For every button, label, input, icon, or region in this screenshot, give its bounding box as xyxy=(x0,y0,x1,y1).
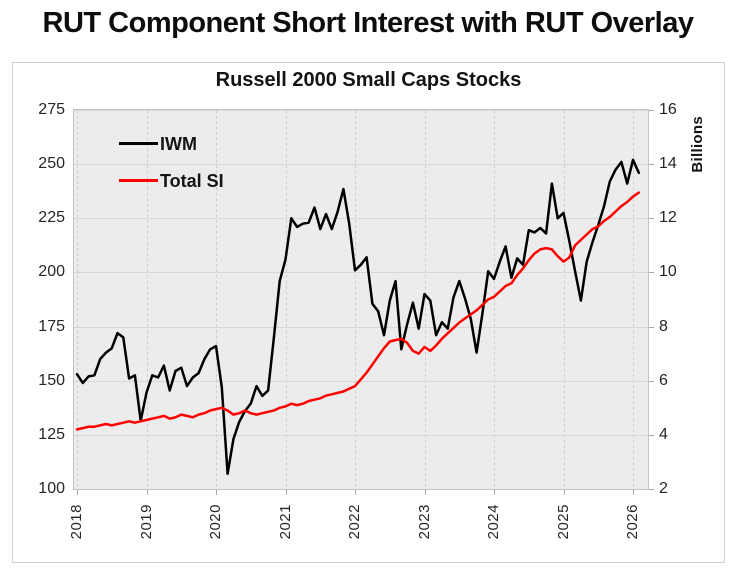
x-axis-tick-label: 2019 xyxy=(137,504,155,540)
x-axis-tick-label: 2022 xyxy=(346,504,363,540)
right-axis-tick-mark xyxy=(649,164,654,165)
right-axis-tick-mark xyxy=(649,489,654,490)
right-axis-tick-mark xyxy=(649,218,654,219)
x-axis-tick-mark xyxy=(286,490,287,495)
x-axis-tick-mark xyxy=(216,490,217,495)
left-axis-tick-label: 150 xyxy=(38,371,65,389)
right-axis-tick-label: 2 xyxy=(659,480,668,497)
right-axis-tick-mark xyxy=(649,435,654,436)
x-axis-tick-label: 2018 xyxy=(68,504,85,540)
left-axis-tick-label: 250 xyxy=(38,155,65,173)
x-axis-tick-mark xyxy=(425,490,426,495)
x-axis-tick-mark xyxy=(633,490,634,495)
right-axis-tick-label: 10 xyxy=(659,263,677,281)
gridlines-vertical xyxy=(77,110,634,489)
right-axis-tick-label: 4 xyxy=(659,425,668,443)
left-axis-tick-label: 125 xyxy=(38,425,65,443)
page-title: RUT Component Short Interest with RUT Ov… xyxy=(42,7,695,39)
series-line-iwm xyxy=(75,158,641,476)
legend-label-iwm: IWM xyxy=(160,133,197,154)
left-axis-tick-label: 275 xyxy=(38,101,65,118)
x-axis-tick-mark xyxy=(77,490,78,495)
right-axis-tick-mark xyxy=(649,381,654,382)
x-axis-tick-label: 2026 xyxy=(624,504,641,540)
x-axis-tick-label: 2025 xyxy=(554,504,572,540)
iwm-line-swatch xyxy=(119,142,158,145)
left-axis-tick-label: 100 xyxy=(38,480,65,497)
x-axis-tick-mark xyxy=(147,490,148,495)
right-axis-tick-label: 12 xyxy=(659,209,677,227)
legend-item-iwm: IWM xyxy=(119,125,224,162)
x-axis-tick-label: 2020 xyxy=(207,504,224,540)
x-axis-tick-mark xyxy=(564,490,565,495)
x-axis-tick-mark xyxy=(355,490,356,495)
chart-title: Russell 2000 Small Caps Stocks xyxy=(215,69,522,91)
total-si-line-swatch xyxy=(119,179,158,182)
right-axis-tick-label: 16 xyxy=(659,101,677,118)
plot-svg xyxy=(74,110,648,489)
right-axis-tick-mark xyxy=(649,272,654,273)
left-axis-tick-label: 175 xyxy=(38,317,65,335)
legend-label-total-si: Total SI xyxy=(160,170,224,191)
left-axis-tick-label: 225 xyxy=(38,209,65,227)
right-axis-tick-label: 6 xyxy=(659,371,668,389)
chart-panel: Russell 2000 Small Caps Stocks IWM Total… xyxy=(12,62,725,563)
plot-area xyxy=(73,109,649,490)
gridlines-horizontal xyxy=(74,110,648,436)
series-line-total-si xyxy=(75,191,641,431)
left-axis-tick-label: 200 xyxy=(38,263,65,281)
right-axis-tick-mark xyxy=(649,327,654,328)
right-axis-tick-label: 14 xyxy=(659,155,677,173)
legend-item-total-si: Total SI xyxy=(119,162,224,199)
x-axis-tick-label: 2024 xyxy=(485,504,502,540)
right-axis-tick-mark xyxy=(649,110,654,111)
x-axis-tick-mark xyxy=(494,490,495,495)
legend: IWM Total SI xyxy=(119,125,224,199)
x-axis-tick-label: 2023 xyxy=(415,504,433,540)
right-axis-tick-label: 8 xyxy=(659,317,668,335)
x-axis-tick-label: 2021 xyxy=(276,504,294,540)
